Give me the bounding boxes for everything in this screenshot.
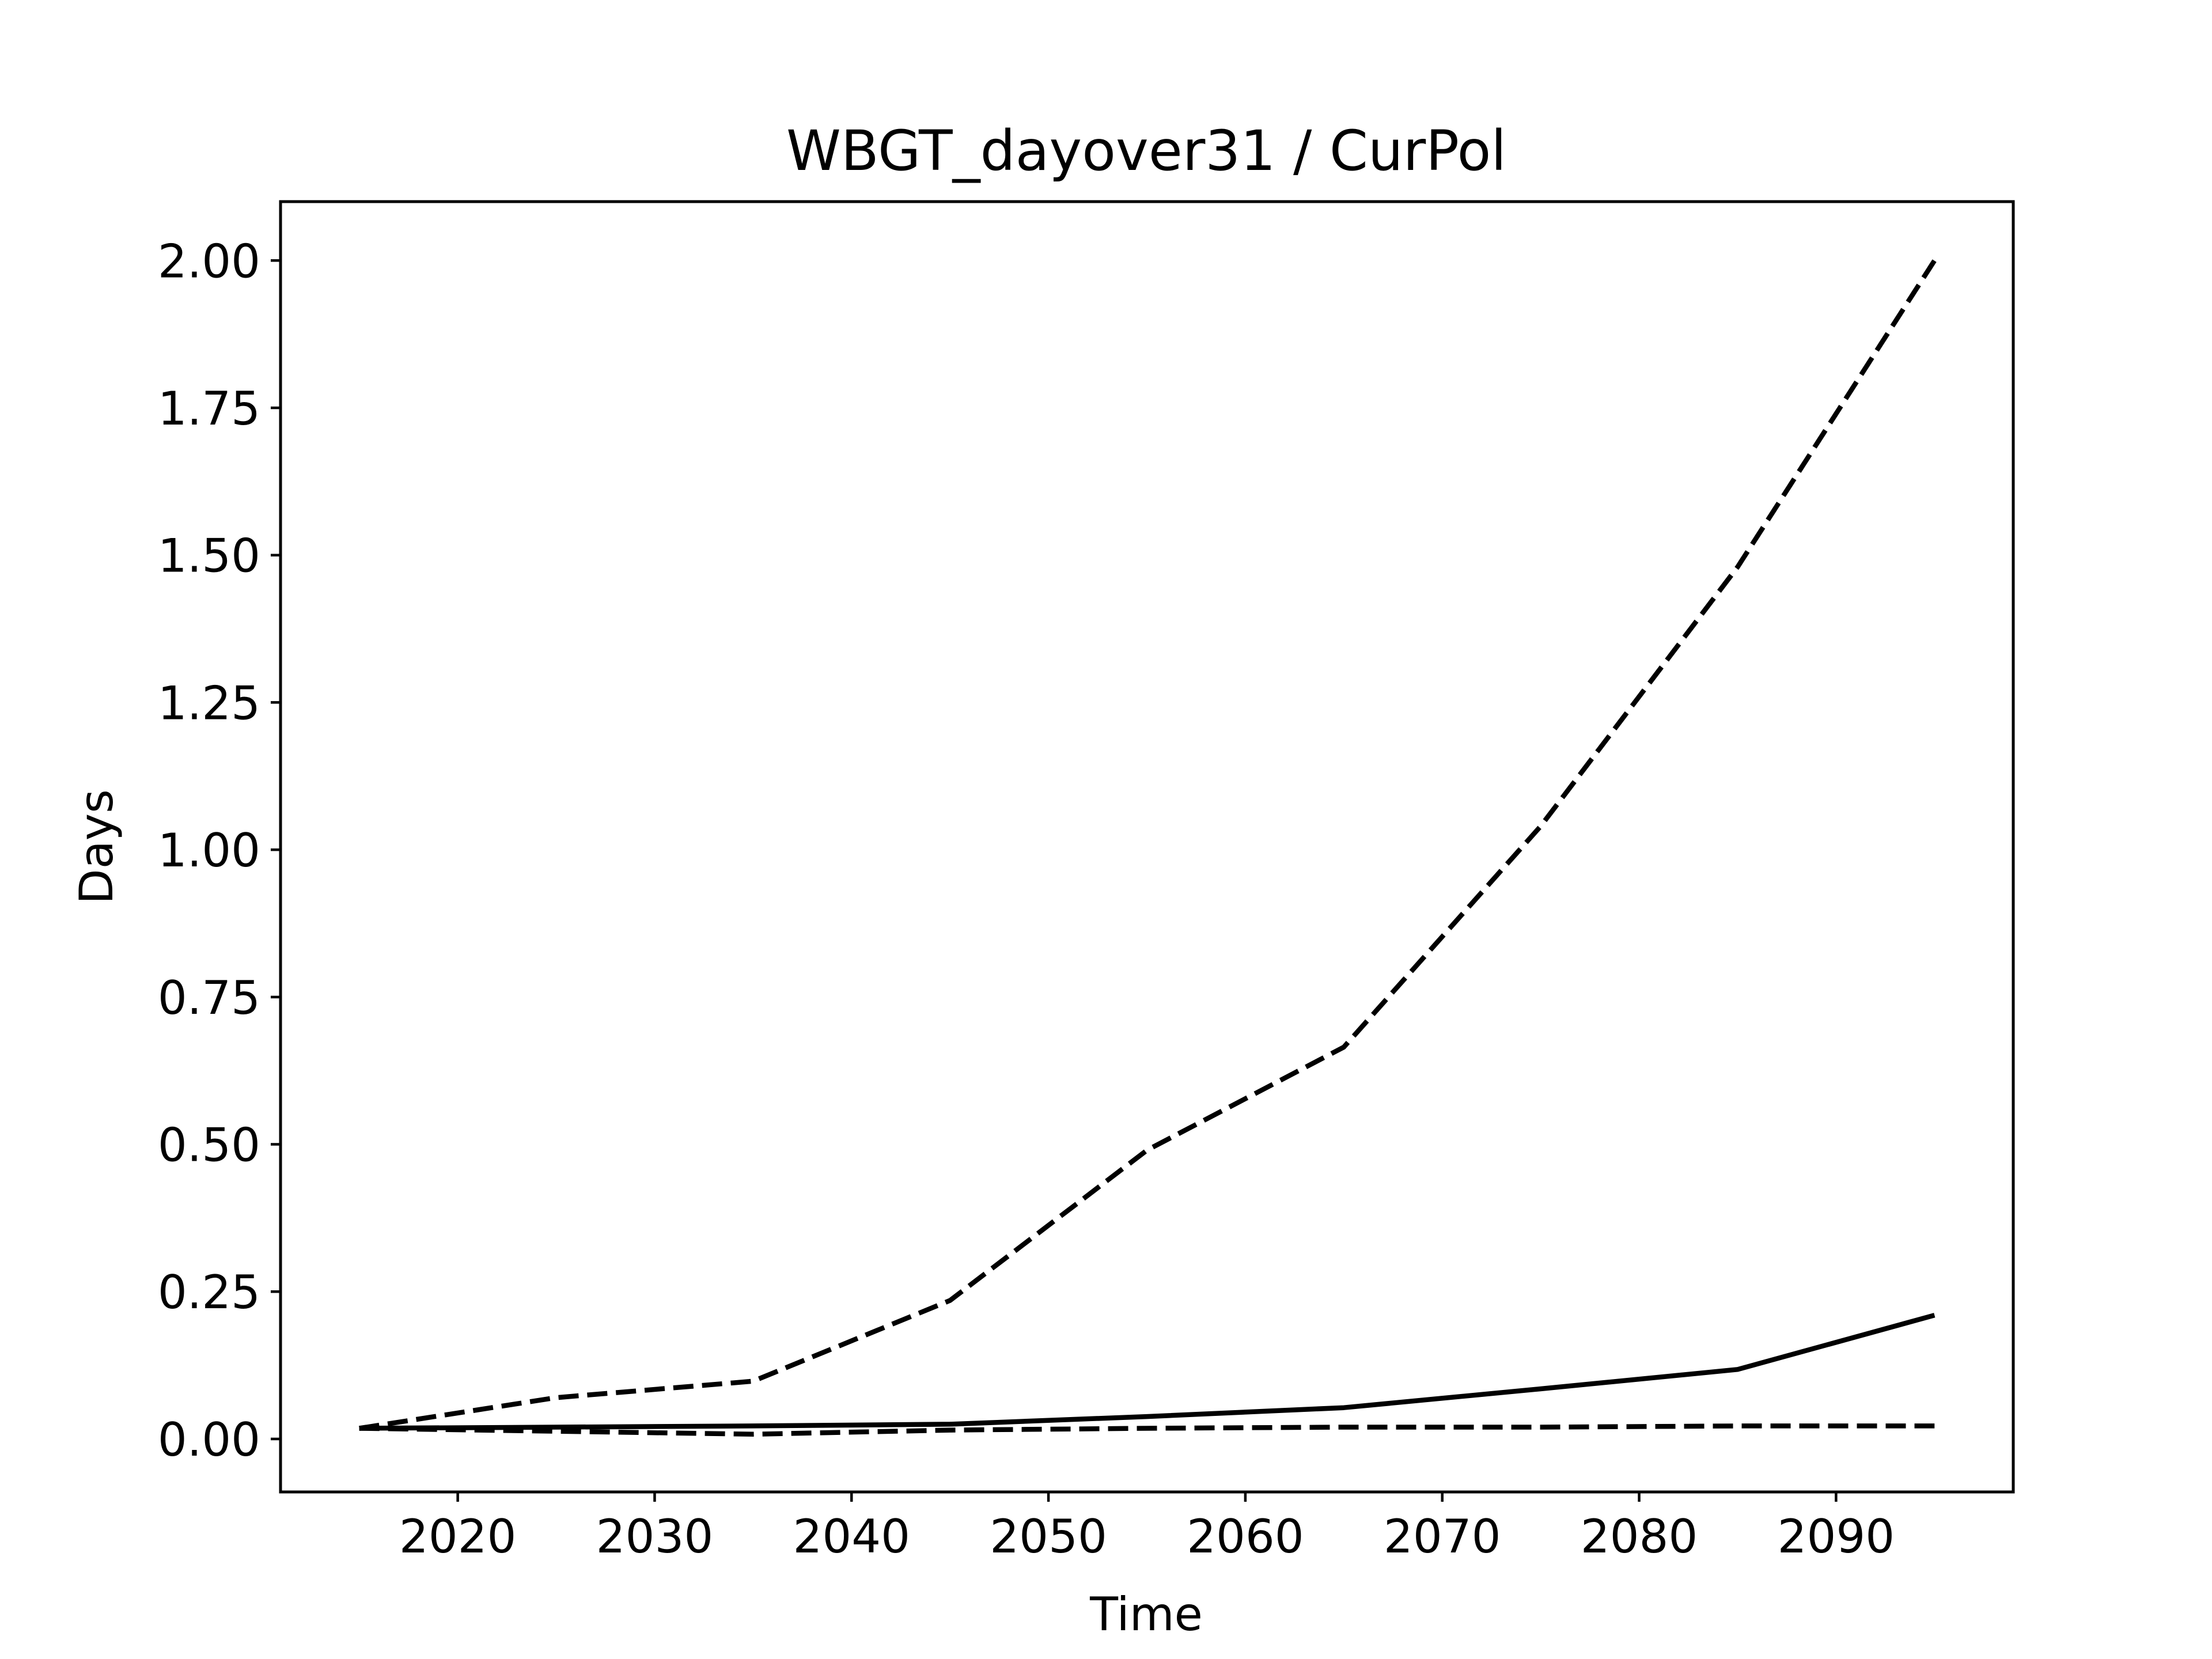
axis-ticks: 2020 2030 2040 2050 2060 2070 2080 2090 0.00 0.25…: [158, 234, 1895, 1563]
plot-frame: [279, 200, 2015, 1494]
y-tick-label: 2.00: [158, 234, 260, 288]
series-line-1: [359, 259, 1937, 1431]
y-axis-label: Days: [70, 789, 123, 904]
x-tick-label: 2020: [399, 1510, 517, 1563]
x-axis-label: Time: [1089, 1588, 1203, 1641]
chart-title: WBGT_dayover31 / CurPol: [786, 119, 1506, 183]
x-tick-label: 2090: [1778, 1510, 1895, 1563]
series-lines: [359, 259, 1937, 1437]
y-tick-label: 0.50: [158, 1119, 260, 1172]
x-tick-label: 2070: [1384, 1510, 1501, 1563]
series-line-3: [359, 1423, 1935, 1437]
x-tick-label: 2030: [596, 1510, 714, 1563]
x-tick-label: 2080: [1581, 1510, 1698, 1563]
y-tick-label: 1.25: [158, 676, 260, 730]
y-tick-label: 1.00: [158, 824, 260, 877]
x-tick-label: 2060: [1187, 1510, 1304, 1563]
y-tick-label: 0.00: [158, 1413, 260, 1467]
y-tick-label: 0.75: [158, 971, 260, 1025]
series-line-2: [359, 1313, 1936, 1431]
y-tick-label: 0.25: [158, 1266, 260, 1319]
x-tick-label: 2050: [990, 1510, 1107, 1563]
y-tick-label: 1.75: [158, 382, 260, 435]
x-tick-label: 2040: [793, 1510, 910, 1563]
y-tick-label: 1.50: [158, 529, 260, 583]
